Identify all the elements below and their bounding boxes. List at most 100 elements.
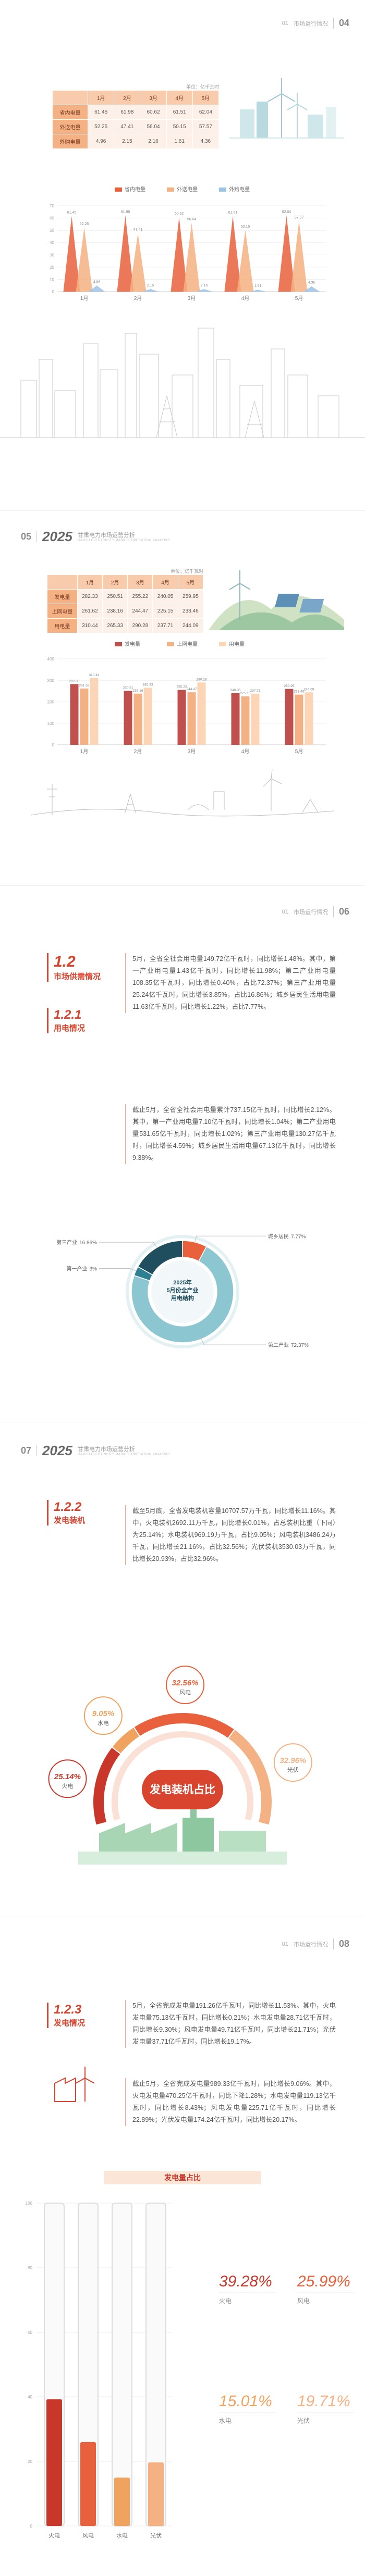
illustration-shape xyxy=(78,1852,287,1865)
tube-fill xyxy=(148,2462,164,2526)
illustration-shape xyxy=(216,359,230,438)
page-header: 07 2025 甘肃电力市场运营分析 GANSU ELECTRICITY MAR… xyxy=(21,1443,170,1459)
label-bubble xyxy=(83,1696,123,1735)
illustration-shape xyxy=(20,380,37,438)
heading: 1.2 市场供需情况 xyxy=(47,953,121,982)
header-subtitle: GANSU ELECTRICITY MARKET OPERATION ANALY… xyxy=(77,1453,170,1456)
section-label: 市场运行情况 xyxy=(293,909,328,916)
table-header-row: 1月 2月 3月 4月 5月 xyxy=(52,90,220,105)
value-label: 290.28 xyxy=(197,678,207,681)
column-header: 1月 xyxy=(88,90,115,105)
legend-swatch xyxy=(219,642,226,646)
bar xyxy=(231,693,240,745)
peak xyxy=(117,215,134,292)
illustration-shape xyxy=(299,599,324,612)
table-cell: 61.45 xyxy=(88,105,115,120)
peak xyxy=(237,230,254,292)
title-band xyxy=(104,2171,261,2184)
table-cell: 290.28 xyxy=(127,618,153,633)
bar xyxy=(241,696,250,745)
table-cell: 1.61 xyxy=(166,134,193,149)
donut-title: 2025年 xyxy=(173,1279,191,1286)
illustration-shape xyxy=(187,791,225,810)
value-label: 4.96 xyxy=(93,280,101,284)
y-tick-label: 60 xyxy=(50,216,54,221)
table-cell: 250.51 xyxy=(102,589,128,604)
subheading-title: 用电情况 xyxy=(54,1024,86,1033)
subheading-number: 1.2.1 xyxy=(54,1008,82,1022)
leader-line xyxy=(99,1242,157,1248)
bar xyxy=(90,678,99,745)
illustration-shape xyxy=(257,102,268,138)
legend-swatch xyxy=(115,187,122,192)
table-cell: 56.04 xyxy=(140,119,167,134)
chart-title: 发电量占比 xyxy=(164,2173,201,2182)
illustration-shape xyxy=(287,374,308,438)
bar xyxy=(133,693,142,745)
value-label: 39.28% xyxy=(219,2273,272,2290)
illustration-shape xyxy=(139,354,159,438)
x-tick-label: 1月 xyxy=(80,295,89,302)
bar xyxy=(80,689,89,745)
segment-value: 16.86% xyxy=(79,1240,97,1246)
paragraph: 截止5月，全省全社会用电量累计737.15亿千瓦时，同比增长2.12%。其中，第… xyxy=(125,1104,336,1164)
chart-title: 发电装机占比 xyxy=(149,1783,215,1796)
page-header: 01 市场运行情况 06 xyxy=(282,906,349,917)
bar xyxy=(251,693,260,745)
illustration-shape xyxy=(219,612,344,630)
value-label: 62.04 xyxy=(282,210,291,214)
leader-line xyxy=(194,1235,266,1243)
value-category: 水电 xyxy=(219,2417,232,2424)
page-header: 05 2025 甘肃电力市场运营分析 GANSU ELECTRICITY MAR… xyxy=(21,529,170,545)
x-tick-label: 2月 xyxy=(134,748,142,755)
value-label: 2.15 xyxy=(147,284,154,287)
illustration-shape xyxy=(54,390,76,438)
page-header: 01 市场运行情况 08 xyxy=(282,1939,349,1949)
table-cell: 60.62 xyxy=(140,105,167,120)
bar xyxy=(70,684,79,745)
x-tick-label: 4月 xyxy=(241,295,250,302)
y-tick-label: 40 xyxy=(28,2395,32,2399)
illustration-skyline xyxy=(0,328,365,438)
peak xyxy=(142,289,159,292)
value-category: 火电 xyxy=(219,2297,232,2305)
segment-name: 第三产业 xyxy=(56,1239,77,1246)
segment-value: 72.37% xyxy=(291,1343,309,1348)
illustration-shape xyxy=(83,343,99,438)
illustration-landscape xyxy=(31,769,334,817)
y-tick-label: 80 xyxy=(28,2266,32,2270)
table-body: 发电量 282.33 250.51 255.22 240.05 259.95 上网电量 261… xyxy=(47,589,204,633)
illustration-shape xyxy=(263,769,282,811)
value-label: 240.05 xyxy=(230,689,241,692)
peak xyxy=(171,217,188,292)
column-header: 4月 xyxy=(166,90,193,105)
value-label: 61.51 xyxy=(228,211,238,215)
table-row: 用电量 310.44 265.33 290.28 237.71 244.09 xyxy=(47,618,204,633)
data-table: 1月 2月 3月 4月 5月 发电量 282.33 250.51 255.22 240.05 259… xyxy=(47,574,204,633)
legend-label: 外送电量 xyxy=(177,186,198,193)
table-cell: 47.41 xyxy=(114,119,141,134)
peak xyxy=(196,289,213,292)
segment-label: 城乡居民 7.77% xyxy=(268,1233,306,1240)
y-tick-label: 0 xyxy=(30,2524,33,2529)
category-label: 火电 xyxy=(62,1783,73,1790)
paragraph: 5月，全省完成发电量191.26亿千瓦时，同比增长11.53%。其中，火电发电量… xyxy=(125,2000,336,2048)
illustration-shape xyxy=(229,570,251,590)
header-titles: 甘肃电力市场运营分析 GANSU ELECTRICITY MARKET OPER… xyxy=(78,1446,170,1456)
illustration-shape xyxy=(239,385,263,438)
peak xyxy=(129,233,147,292)
y-tick-label: 20 xyxy=(50,265,54,270)
y-tick-label: 0 xyxy=(52,290,55,294)
value-label: 233.46 xyxy=(294,690,305,694)
table-cell: 4.36 xyxy=(192,134,220,149)
paragraph: 5月，全省全社会用电量149.72亿千瓦时，同比增长1.48%。其中，第一产业用… xyxy=(125,953,336,1013)
leader-line xyxy=(201,1339,266,1345)
column-header: 3月 xyxy=(140,90,167,105)
page-separator xyxy=(0,885,365,886)
value-label: 25.14% xyxy=(54,1772,81,1781)
value-label: 225.15 xyxy=(240,692,251,695)
illustration-shape xyxy=(287,93,308,110)
legend-label: 省内电量 xyxy=(125,186,145,193)
subheading: 1.2.1 用电情况 xyxy=(47,1008,121,1033)
segment-value: 3% xyxy=(90,1266,98,1272)
